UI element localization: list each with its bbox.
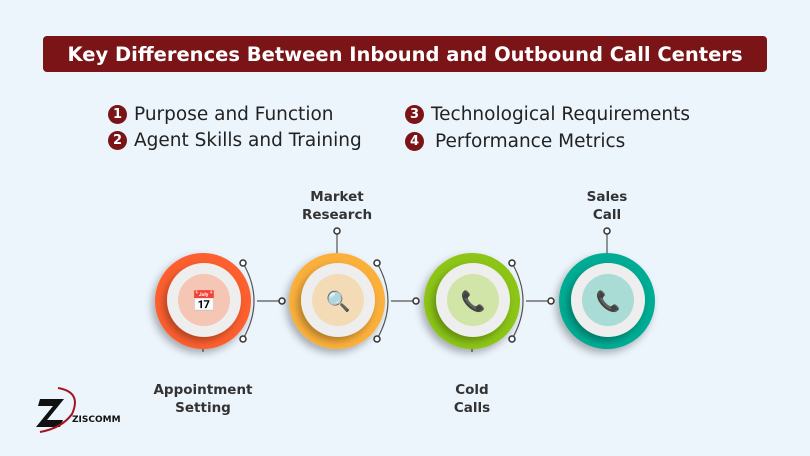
arc-dot — [239, 259, 247, 267]
arc-connector — [511, 262, 524, 340]
number-badge: 4 — [405, 132, 424, 151]
number-badge: 3 — [405, 105, 424, 124]
arc-dot — [373, 335, 381, 343]
arc-dot — [373, 259, 381, 267]
arc-connector — [376, 262, 389, 340]
connector-dot — [333, 227, 341, 235]
phone-dollar-icon: 📞 — [596, 288, 621, 313]
point-label: Technological Requirements — [431, 104, 690, 125]
connector-dot — [278, 297, 286, 305]
point-label: Performance Metrics — [435, 131, 626, 152]
connector-dot — [412, 297, 420, 305]
arc-connector — [242, 262, 255, 340]
calendar-check-icon: 📅 — [192, 289, 217, 313]
step-circle-4: 📞 — [559, 253, 655, 349]
arc-dot — [508, 335, 516, 343]
step-label-appointment-setting: Appointment Setting — [153, 382, 253, 416]
point-2: 2 Agent Skills and Training — [108, 130, 362, 151]
arc-dot — [508, 259, 516, 267]
step-label-cold-calls: Cold Calls — [453, 382, 491, 416]
magnifier-chart-icon: 🔍 — [326, 288, 351, 313]
step-circle-3: 📞 — [424, 253, 520, 349]
number-badge: 1 — [108, 105, 127, 124]
step-circle-2: 🔍 — [289, 253, 385, 349]
point-3: 3 Technological Requirements — [405, 104, 690, 125]
step-label-sales-call: Sales Call — [586, 189, 628, 223]
phone-snowflake-icon: 📞 — [461, 288, 486, 313]
number-badge: 2 — [108, 131, 127, 150]
connector-dot — [603, 227, 611, 235]
point-1: 1 Purpose and Function — [108, 104, 334, 125]
point-4: 4 Performance Metrics — [405, 131, 625, 152]
point-label: Purpose and Function — [134, 104, 334, 125]
page-title: Key Differences Between Inbound and Outb… — [43, 36, 767, 72]
step-label-market-research: Market Research — [301, 189, 373, 223]
logo-text: ZISCOMM — [72, 415, 121, 425]
step-circle-1: 📅 — [155, 253, 251, 349]
point-label: Agent Skills and Training — [134, 130, 362, 151]
arc-dot — [239, 335, 247, 343]
ziscomm-logo — [36, 387, 76, 433]
connector-dot — [547, 297, 555, 305]
